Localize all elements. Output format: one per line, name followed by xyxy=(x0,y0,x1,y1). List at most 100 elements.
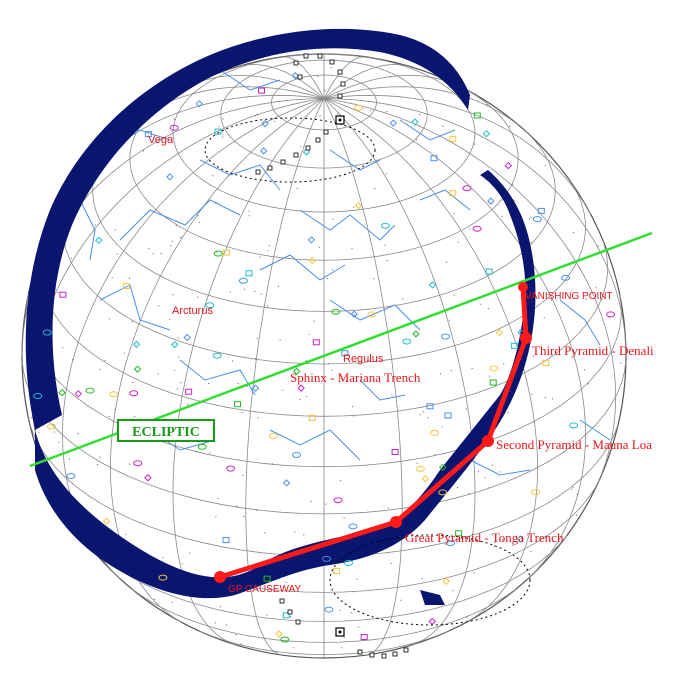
sky-dot xyxy=(387,507,389,509)
sky-dot xyxy=(128,277,131,279)
nebula-icon xyxy=(122,283,130,289)
galaxy-icon xyxy=(367,311,377,318)
galaxy-icon xyxy=(441,333,450,340)
sky-dot xyxy=(332,269,334,271)
cluster-icon xyxy=(292,367,301,376)
sky-dot xyxy=(572,232,575,234)
galaxy-icon xyxy=(354,104,364,111)
vanishing-point-dot xyxy=(518,282,528,292)
pole-track-square xyxy=(267,165,273,171)
cluster-icon xyxy=(302,148,311,156)
galaxy-icon xyxy=(331,308,341,315)
sky-dot xyxy=(176,388,178,390)
sky-dot xyxy=(232,360,234,362)
galaxy-icon xyxy=(324,606,334,613)
nebula-icon xyxy=(485,268,493,275)
sky-dot xyxy=(587,383,590,385)
galaxy-icon xyxy=(532,216,542,223)
great-pyramid-label: Great Pyramid - Tonga Trench xyxy=(405,530,564,545)
grid-line xyxy=(323,98,586,580)
sky-dot xyxy=(99,368,101,371)
pole-track-square xyxy=(305,145,311,151)
sky-dot xyxy=(421,578,423,580)
sky-dot xyxy=(361,376,363,378)
sky-dot xyxy=(465,408,467,410)
second-pyramid-label: Second Pyramid - Mauna Loa xyxy=(496,437,652,452)
sky-dot xyxy=(70,257,73,259)
cluster-icon xyxy=(144,474,152,482)
north-pole-marker xyxy=(335,115,345,125)
nebula-icon xyxy=(214,128,222,135)
sky-dot xyxy=(305,360,307,362)
sky-dot xyxy=(264,532,266,534)
nebula-icon xyxy=(282,612,290,619)
vanishing-point-label: VANISHING POINT xyxy=(525,291,613,302)
sky-dot xyxy=(248,215,250,217)
sky-dot xyxy=(299,398,301,401)
sky-dot xyxy=(339,609,341,612)
sky-dot xyxy=(219,606,221,608)
sky-dot xyxy=(279,339,281,341)
pole-track-square xyxy=(392,651,398,657)
sky-dot xyxy=(532,355,535,357)
sky-dot xyxy=(178,337,180,339)
sky-dot xyxy=(207,382,210,385)
sky-dot xyxy=(31,417,33,419)
galaxy-icon xyxy=(33,393,43,399)
sky-dot xyxy=(601,299,603,301)
sky-dot xyxy=(531,301,533,303)
sky-dot xyxy=(576,514,578,516)
cluster-icon xyxy=(297,384,305,392)
sky-dot xyxy=(356,578,358,580)
sky-dot xyxy=(572,486,574,488)
nebula-icon xyxy=(489,379,497,386)
sky-dot xyxy=(218,126,220,128)
sky-dot xyxy=(274,120,276,122)
pole-track-square xyxy=(381,653,387,659)
sky-dot xyxy=(513,199,515,201)
pole-track-square xyxy=(255,169,261,175)
sky-dot xyxy=(197,214,199,216)
sky-dot xyxy=(236,505,238,507)
sky-dot xyxy=(528,218,531,220)
sky-dot xyxy=(174,118,176,121)
sky-dot xyxy=(162,557,164,559)
sky-dot xyxy=(180,236,182,238)
sky-dot xyxy=(509,126,511,128)
sky-dot xyxy=(289,615,292,618)
galaxy-icon xyxy=(268,432,278,439)
nebula-icon xyxy=(360,634,368,640)
sky-dot xyxy=(530,550,532,552)
sky-dot xyxy=(244,288,246,291)
sky-dot xyxy=(160,253,162,255)
grid-line xyxy=(323,94,591,215)
sky-dot xyxy=(332,218,334,220)
sky-dot xyxy=(343,636,345,639)
sky-dot xyxy=(116,253,118,255)
sky-dot xyxy=(217,497,219,500)
sky-dot xyxy=(543,317,545,319)
sky-dot xyxy=(53,431,55,433)
sky-dot xyxy=(374,187,376,189)
sky-dot xyxy=(531,393,533,395)
nebula-icon xyxy=(234,401,241,408)
nebula-icon xyxy=(333,567,341,574)
cluster-icon xyxy=(171,340,179,349)
sky-dot xyxy=(46,284,49,286)
sky-dot xyxy=(277,286,279,288)
sky-dot xyxy=(189,552,191,554)
sky-dot xyxy=(530,216,532,218)
galaxy-icon xyxy=(42,329,52,336)
galaxy-icon xyxy=(197,443,207,450)
sky-dot xyxy=(99,456,101,458)
sky-dot xyxy=(57,292,59,294)
galaxy-icon xyxy=(66,473,76,480)
galaxy-icon xyxy=(380,222,390,229)
sky-dot xyxy=(116,555,118,557)
sky-dot xyxy=(351,612,353,614)
galaxy-icon xyxy=(430,429,439,436)
causeway-label: GP CAUSEWAY xyxy=(228,584,301,595)
nebula-icon xyxy=(222,249,230,256)
sky-dot xyxy=(501,539,504,541)
